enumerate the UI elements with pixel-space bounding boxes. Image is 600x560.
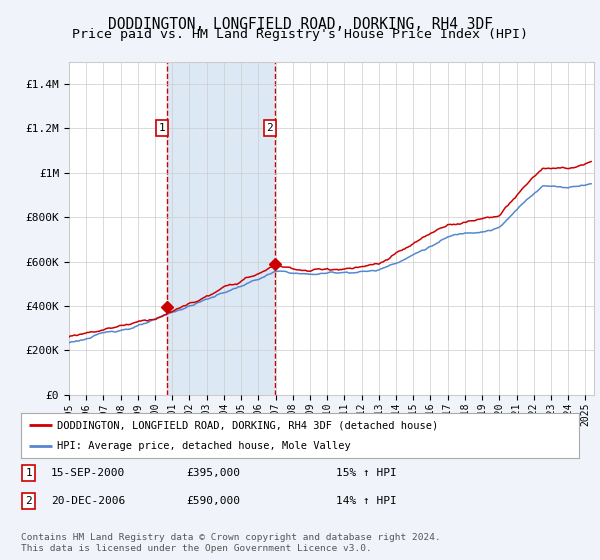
Text: DODDINGTON, LONGFIELD ROAD, DORKING, RH4 3DF (detached house): DODDINGTON, LONGFIELD ROAD, DORKING, RH4…	[57, 420, 439, 430]
Text: 20-DEC-2006: 20-DEC-2006	[51, 496, 125, 506]
Text: 2: 2	[25, 496, 32, 506]
Bar	[167, 62, 275, 395]
Text: DODDINGTON, LONGFIELD ROAD, DORKING, RH4 3DF: DODDINGTON, LONGFIELD ROAD, DORKING, RH4…	[107, 17, 493, 32]
Text: Contains HM Land Registry data © Crown copyright and database right 2024.
This d: Contains HM Land Registry data © Crown c…	[21, 533, 441, 553]
Text: HPI: Average price, detached house, Mole Valley: HPI: Average price, detached house, Mole…	[57, 441, 351, 451]
Text: 1: 1	[25, 468, 32, 478]
Text: 2: 2	[266, 123, 273, 133]
Text: 15% ↑ HPI: 15% ↑ HPI	[336, 468, 397, 478]
Text: Price paid vs. HM Land Registry's House Price Index (HPI): Price paid vs. HM Land Registry's House …	[72, 28, 528, 41]
Text: 15-SEP-2000: 15-SEP-2000	[51, 468, 125, 478]
Text: £590,000: £590,000	[186, 496, 240, 506]
Text: 1: 1	[159, 123, 166, 133]
Text: £395,000: £395,000	[186, 468, 240, 478]
Text: 14% ↑ HPI: 14% ↑ HPI	[336, 496, 397, 506]
